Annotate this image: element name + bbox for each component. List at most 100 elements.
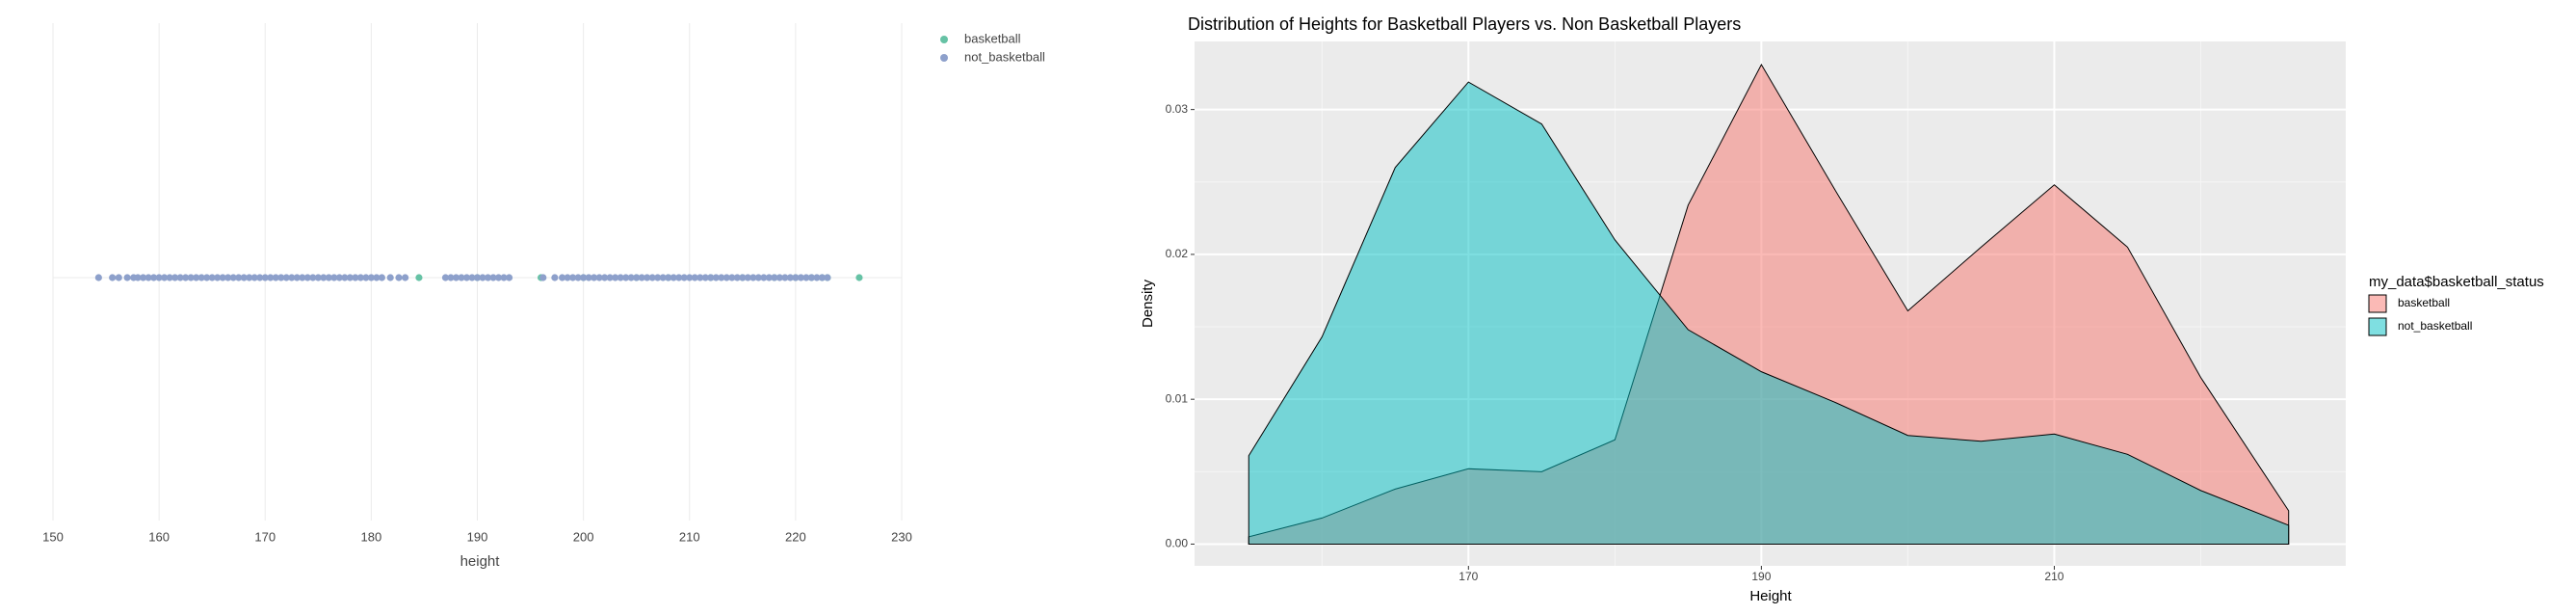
point	[824, 274, 831, 281]
point	[325, 274, 332, 281]
point	[622, 274, 630, 281]
point	[293, 274, 301, 281]
point	[261, 274, 269, 281]
point	[559, 274, 566, 281]
legend-key	[940, 54, 948, 62]
point	[272, 274, 279, 281]
point	[564, 274, 571, 281]
point	[203, 274, 211, 281]
point	[161, 274, 169, 281]
point	[760, 274, 768, 281]
point	[675, 274, 683, 281]
point	[792, 274, 800, 281]
point	[182, 274, 190, 281]
legend-label: basketball	[2398, 296, 2450, 309]
point	[468, 274, 476, 281]
point	[197, 274, 205, 281]
point	[686, 274, 694, 281]
point	[489, 274, 497, 281]
point	[277, 274, 285, 281]
legend-key	[940, 36, 948, 43]
legend-key	[2368, 294, 2387, 313]
x-tick-label: 210	[2044, 570, 2063, 583]
point	[415, 274, 423, 281]
point	[670, 274, 677, 281]
point	[240, 274, 248, 281]
point	[150, 274, 158, 281]
point	[680, 274, 688, 281]
point	[659, 274, 667, 281]
point	[362, 274, 370, 281]
point	[94, 274, 102, 281]
point	[462, 274, 471, 281]
point	[140, 274, 147, 281]
point	[187, 274, 195, 281]
x-tick-label: 170	[1459, 570, 1478, 583]
point	[246, 274, 253, 281]
point	[718, 274, 725, 281]
point	[288, 274, 296, 281]
point	[303, 274, 311, 281]
point	[638, 274, 645, 281]
point	[479, 274, 486, 281]
point	[145, 274, 152, 281]
point	[335, 274, 343, 281]
point	[617, 274, 624, 281]
point	[193, 274, 200, 281]
point	[441, 274, 450, 281]
point	[612, 274, 619, 281]
legend-label: basketball	[964, 31, 1021, 45]
y-axis-title: Density	[1140, 279, 1156, 328]
x-tick-label: 230	[891, 529, 912, 544]
point	[250, 274, 258, 281]
point	[267, 274, 275, 281]
point	[633, 274, 641, 281]
point	[367, 274, 375, 281]
y-tick-label: 0.02	[1166, 247, 1189, 260]
point	[733, 274, 741, 281]
point	[256, 274, 264, 281]
point	[341, 274, 349, 281]
x-tick-label: 190	[467, 529, 488, 544]
y-tick-label: 0.01	[1166, 391, 1189, 405]
point	[224, 274, 232, 281]
point	[591, 274, 598, 281]
point	[447, 274, 455, 281]
point	[569, 274, 577, 281]
chart-title: Distribution of Heights for Basketball P…	[1188, 14, 1741, 34]
x-tick-label: 170	[254, 529, 276, 544]
x-axis-title: height	[460, 553, 501, 570]
point	[728, 274, 736, 281]
point	[807, 274, 815, 281]
density-area	[1248, 81, 2290, 545]
point	[802, 274, 810, 281]
point	[214, 274, 222, 281]
x-tick-label: 160	[148, 529, 170, 544]
point	[378, 274, 385, 281]
point	[781, 274, 789, 281]
point	[855, 274, 863, 281]
point	[644, 274, 651, 281]
x-tick-label: 190	[1751, 570, 1771, 583]
point	[452, 274, 460, 281]
point	[754, 274, 762, 281]
point	[123, 274, 131, 281]
point	[115, 274, 122, 281]
legend-key	[2368, 317, 2387, 336]
point	[707, 274, 715, 281]
point	[574, 274, 582, 281]
point	[176, 274, 184, 281]
point	[494, 274, 503, 281]
point	[654, 274, 662, 281]
point	[330, 274, 338, 281]
point	[299, 274, 306, 281]
point	[580, 274, 588, 281]
point	[786, 274, 794, 281]
point	[208, 274, 216, 281]
point	[665, 274, 672, 281]
point	[723, 274, 730, 281]
x-tick-label: 200	[573, 529, 594, 544]
y-tick-label: 0.03	[1166, 102, 1189, 116]
point	[473, 274, 482, 281]
